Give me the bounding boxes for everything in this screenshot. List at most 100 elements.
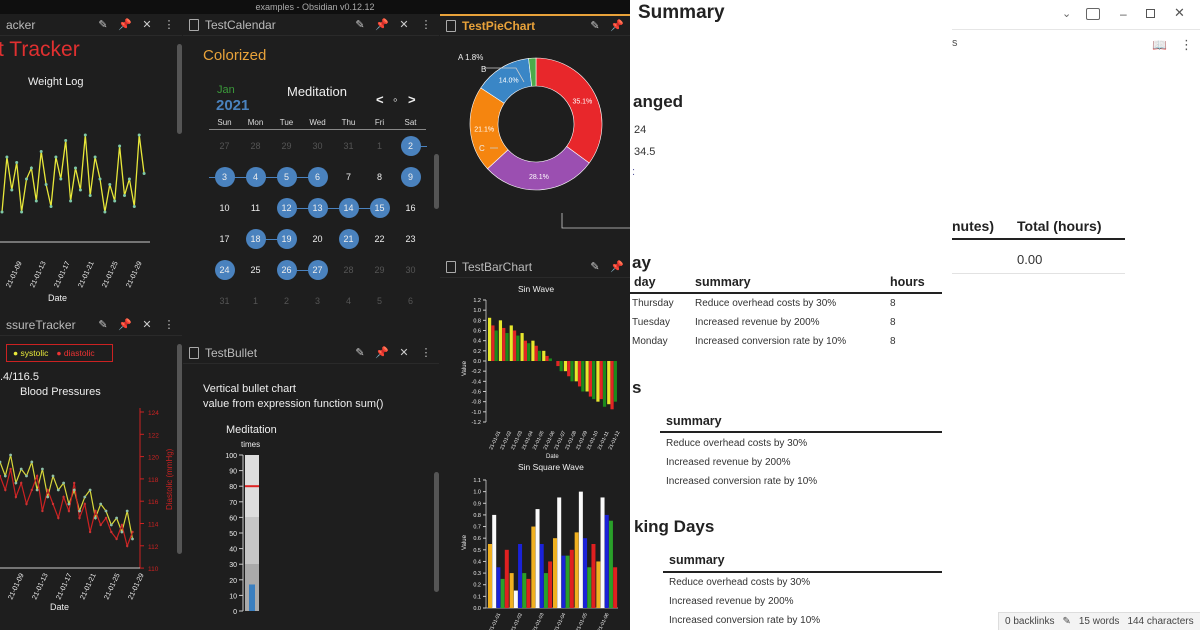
calendar-day[interactable]: 27 <box>219 141 230 151</box>
calendar-day[interactable]: 13 <box>307 198 328 218</box>
today-button[interactable]: ◦ <box>393 92 398 107</box>
calendar-day[interactable]: 27 <box>307 260 328 280</box>
scrollbar[interactable] <box>177 44 182 134</box>
calendar-day[interactable]: 29 <box>374 265 385 275</box>
pane-title[interactable]: ssureTracker <box>6 317 76 332</box>
calendar-day[interactable]: 11 <box>250 203 261 213</box>
weight-point <box>83 133 87 137</box>
prev-month-button[interactable]: < <box>376 92 384 107</box>
pin-icon[interactable]: 📌 <box>375 347 389 359</box>
edit-icon[interactable]: ✎ <box>355 19 365 31</box>
systolic-point <box>51 474 55 478</box>
streak-line <box>224 176 256 178</box>
backlinks-count[interactable]: 0 backlinks <box>1005 616 1055 627</box>
calendar-day[interactable]: 1 <box>376 141 382 151</box>
calendar-day[interactable]: 19 <box>276 229 297 249</box>
pencil-icon[interactable]: ✎ <box>1062 616 1071 627</box>
calendar-day[interactable]: 20 <box>312 234 323 244</box>
calendar-day[interactable]: 25 <box>250 265 261 275</box>
calendar-day[interactable]: 14 <box>338 198 359 218</box>
diastolic-point <box>30 488 33 492</box>
calendar-day[interactable]: 29 <box>281 141 292 151</box>
systolic-point <box>104 509 108 513</box>
calendar-day[interactable]: 8 <box>376 172 382 182</box>
bar <box>488 317 492 361</box>
calendar-day[interactable]: 31 <box>343 141 354 151</box>
scrollbar[interactable] <box>434 154 439 209</box>
pane-title[interactable]: TestBullet <box>205 345 258 360</box>
bar <box>492 514 497 608</box>
calendar-day[interactable]: 3 <box>214 167 235 187</box>
calendar-day[interactable]: 2 <box>400 136 421 156</box>
calendar-day[interactable]: 10 <box>219 203 230 213</box>
more-options-icon[interactable]: ⋮ <box>163 319 175 331</box>
calendar-day[interactable]: 5 <box>276 167 297 187</box>
calendar-day[interactable]: 28 <box>250 141 261 151</box>
calendar-day[interactable]: 31 <box>219 296 230 306</box>
calendar-day[interactable]: 22 <box>374 234 385 244</box>
pane-title[interactable]: acker <box>6 17 36 32</box>
close-icon[interactable]: ✕ <box>399 347 409 359</box>
x-tick-label: 21-01-13 <box>31 572 49 600</box>
x-axis-label: Date <box>48 293 67 303</box>
chevron-down-icon[interactable]: ⌄ <box>1062 8 1072 20</box>
calendar-day[interactable]: 7 <box>345 172 351 182</box>
more-options-icon[interactable]: ⋮ <box>1180 37 1193 52</box>
scrollbar[interactable] <box>177 344 182 554</box>
calendar-day[interactable]: 4 <box>345 296 351 306</box>
calendar-day[interactable]: 26 <box>276 260 297 280</box>
edit-icon[interactable]: ✎ <box>98 319 108 331</box>
close-icon[interactable]: ✕ <box>142 319 152 331</box>
calendar-day[interactable]: 6 <box>307 167 328 187</box>
calendar-day[interactable]: 15 <box>369 198 390 218</box>
edit-icon[interactable]: ✎ <box>98 19 108 31</box>
pin-icon[interactable]: 📌 <box>610 20 624 32</box>
calendar-day[interactable]: 30 <box>312 141 323 151</box>
pane-title[interactable]: TestCalendar <box>205 17 276 32</box>
more-options-icon[interactable]: ⋮ <box>420 347 432 359</box>
scrollbar[interactable] <box>434 472 439 592</box>
bar <box>531 526 536 608</box>
reading-view-icon[interactable]: 📖 <box>1152 38 1167 52</box>
calendar-day[interactable]: 9 <box>400 167 421 187</box>
next-month-button[interactable]: > <box>408 92 416 107</box>
close-icon[interactable]: ✕ <box>142 19 152 31</box>
close-window-icon[interactable]: ✕ <box>1174 5 1185 20</box>
pin-icon[interactable]: 📌 <box>118 319 132 331</box>
calendar-day[interactable]: 21 <box>338 229 359 249</box>
calendar-day[interactable]: 12 <box>276 198 297 218</box>
y-tick-label: 1.0 <box>473 308 481 314</box>
calendar-day[interactable]: 16 <box>405 203 416 213</box>
calendar-day[interactable]: 28 <box>343 265 354 275</box>
calendar-day[interactable]: 23 <box>405 234 416 244</box>
calendar-day[interactable]: 17 <box>219 234 230 244</box>
calendar-day[interactable]: 18 <box>245 229 266 249</box>
pin-icon[interactable]: 📌 <box>610 261 624 273</box>
pin-icon[interactable]: 📌 <box>375 19 389 31</box>
calendar-day[interactable]: 24 <box>214 260 235 280</box>
calendar-day[interactable]: 30 <box>405 265 416 275</box>
edit-icon[interactable]: ✎ <box>590 20 600 32</box>
colorized-heading: Colorized <box>203 47 267 64</box>
close-icon[interactable]: ✕ <box>399 19 409 31</box>
minimize-icon[interactable]: – <box>1120 7 1127 21</box>
weight-point <box>113 199 117 203</box>
y-tick-label: 0.6 <box>473 536 481 542</box>
calendar-day[interactable]: 4 <box>245 167 266 187</box>
split-view-icon[interactable] <box>1086 8 1100 20</box>
calendar-day[interactable]: 2 <box>283 296 289 306</box>
weight-series-points <box>0 133 146 214</box>
more-options-icon[interactable]: ⋮ <box>420 19 432 31</box>
pane-title[interactable]: TestPieChart <box>462 18 536 33</box>
calendar-day[interactable]: 1 <box>252 296 258 306</box>
edit-icon[interactable]: ✎ <box>590 261 600 273</box>
maximize-icon[interactable] <box>1146 9 1155 18</box>
calendar-day[interactable]: 3 <box>314 296 320 306</box>
pin-icon[interactable]: 📌 <box>118 19 132 31</box>
pane-title[interactable]: TestBarChart <box>462 259 533 274</box>
y-tick-label: 10 <box>229 593 237 600</box>
calendar-day[interactable]: 5 <box>376 296 382 306</box>
more-options-icon[interactable]: ⋮ <box>163 19 175 31</box>
edit-icon[interactable]: ✎ <box>355 347 365 359</box>
calendar-day[interactable]: 6 <box>407 296 413 306</box>
